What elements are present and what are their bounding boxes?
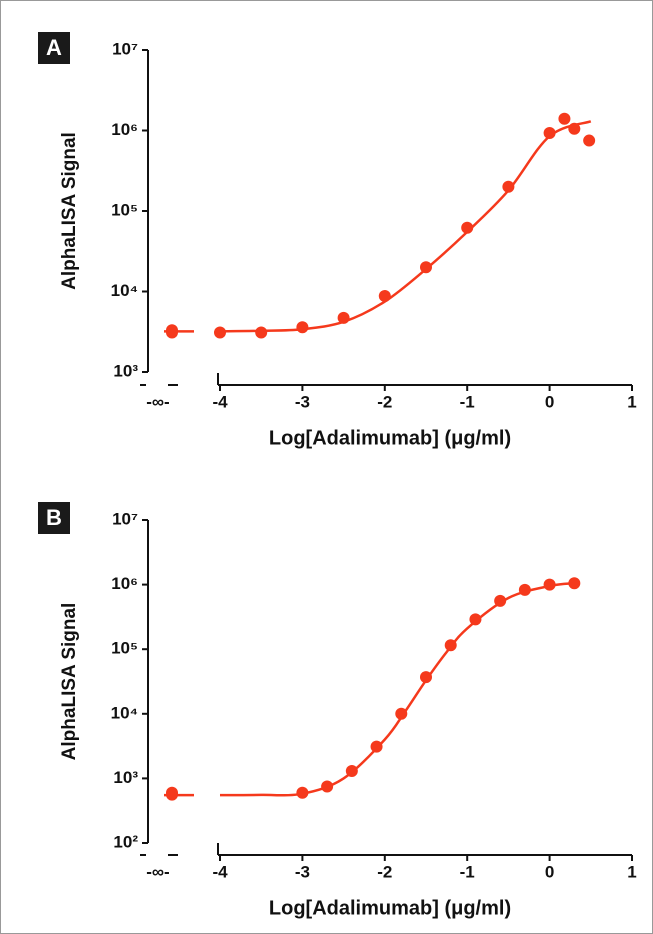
data-point (583, 134, 596, 147)
control-point (166, 786, 178, 799)
data-point (345, 765, 358, 778)
panel-label-box (38, 502, 70, 534)
y-tick-label: 10⁴ (111, 703, 138, 722)
panel-label: A (46, 35, 62, 60)
x-tick-label: 0 (545, 392, 554, 411)
data-point (543, 127, 556, 140)
data-point (568, 577, 581, 590)
data-point (543, 578, 556, 591)
data-point (214, 326, 226, 339)
control-label: -∞- (146, 862, 169, 881)
x-tick-label: 1 (627, 392, 636, 411)
y-tick-label: 10⁷ (112, 509, 138, 528)
y-tick-label: 10⁶ (111, 574, 138, 593)
data-point (420, 671, 432, 684)
x-tick-label: 1 (627, 862, 636, 881)
y-tick-label: 10³ (113, 768, 138, 787)
data-point (395, 707, 408, 720)
y-tick-label: 10⁵ (111, 200, 138, 219)
y-axis-title: AlphaLISA Signal (59, 603, 80, 761)
data-point (296, 786, 309, 799)
data-point (461, 221, 474, 234)
x-tick-label: -3 (295, 862, 310, 881)
y-tick-label: 10⁴ (111, 281, 138, 300)
data-point (378, 289, 391, 302)
data-point (255, 326, 268, 339)
y-tick-label: 10⁵ (111, 639, 138, 658)
data-point (337, 311, 350, 324)
data-point (444, 639, 457, 652)
data-point (568, 122, 581, 135)
x-axis-title: Log[Adalimumab] (μg/ml) (269, 897, 511, 919)
data-point (370, 740, 383, 753)
y-tick-label: 10² (113, 832, 138, 851)
data-point (321, 780, 334, 793)
panel-label: B (46, 505, 62, 530)
control-label: -∞- (146, 392, 169, 411)
panel-label-box (38, 32, 70, 64)
data-point (469, 613, 482, 626)
x-tick-label: -4 (212, 392, 228, 411)
data-point (494, 594, 507, 607)
x-tick-label: -2 (377, 862, 392, 881)
data-point (558, 112, 571, 125)
fit-curve (219, 120, 592, 333)
x-tick-label: -2 (377, 392, 392, 411)
y-tick-label: 10³ (113, 361, 138, 380)
x-tick-label: 0 (545, 862, 554, 881)
x-tick-label: -1 (460, 392, 475, 411)
x-tick-label: -3 (295, 392, 310, 411)
y-tick-label: 10⁷ (112, 39, 138, 58)
x-axis-title: Log[Adalimumab] (μg/ml) (269, 427, 511, 449)
data-point (296, 321, 309, 334)
data-point (420, 261, 432, 274)
data-point (502, 180, 515, 193)
y-axis-title: AlphaLISA Signal (59, 132, 80, 290)
x-tick-label: -1 (460, 862, 475, 881)
data-point (518, 583, 531, 596)
y-tick-label: 10⁶ (111, 120, 138, 139)
x-tick-label: -4 (212, 862, 228, 881)
control-point (166, 326, 178, 339)
